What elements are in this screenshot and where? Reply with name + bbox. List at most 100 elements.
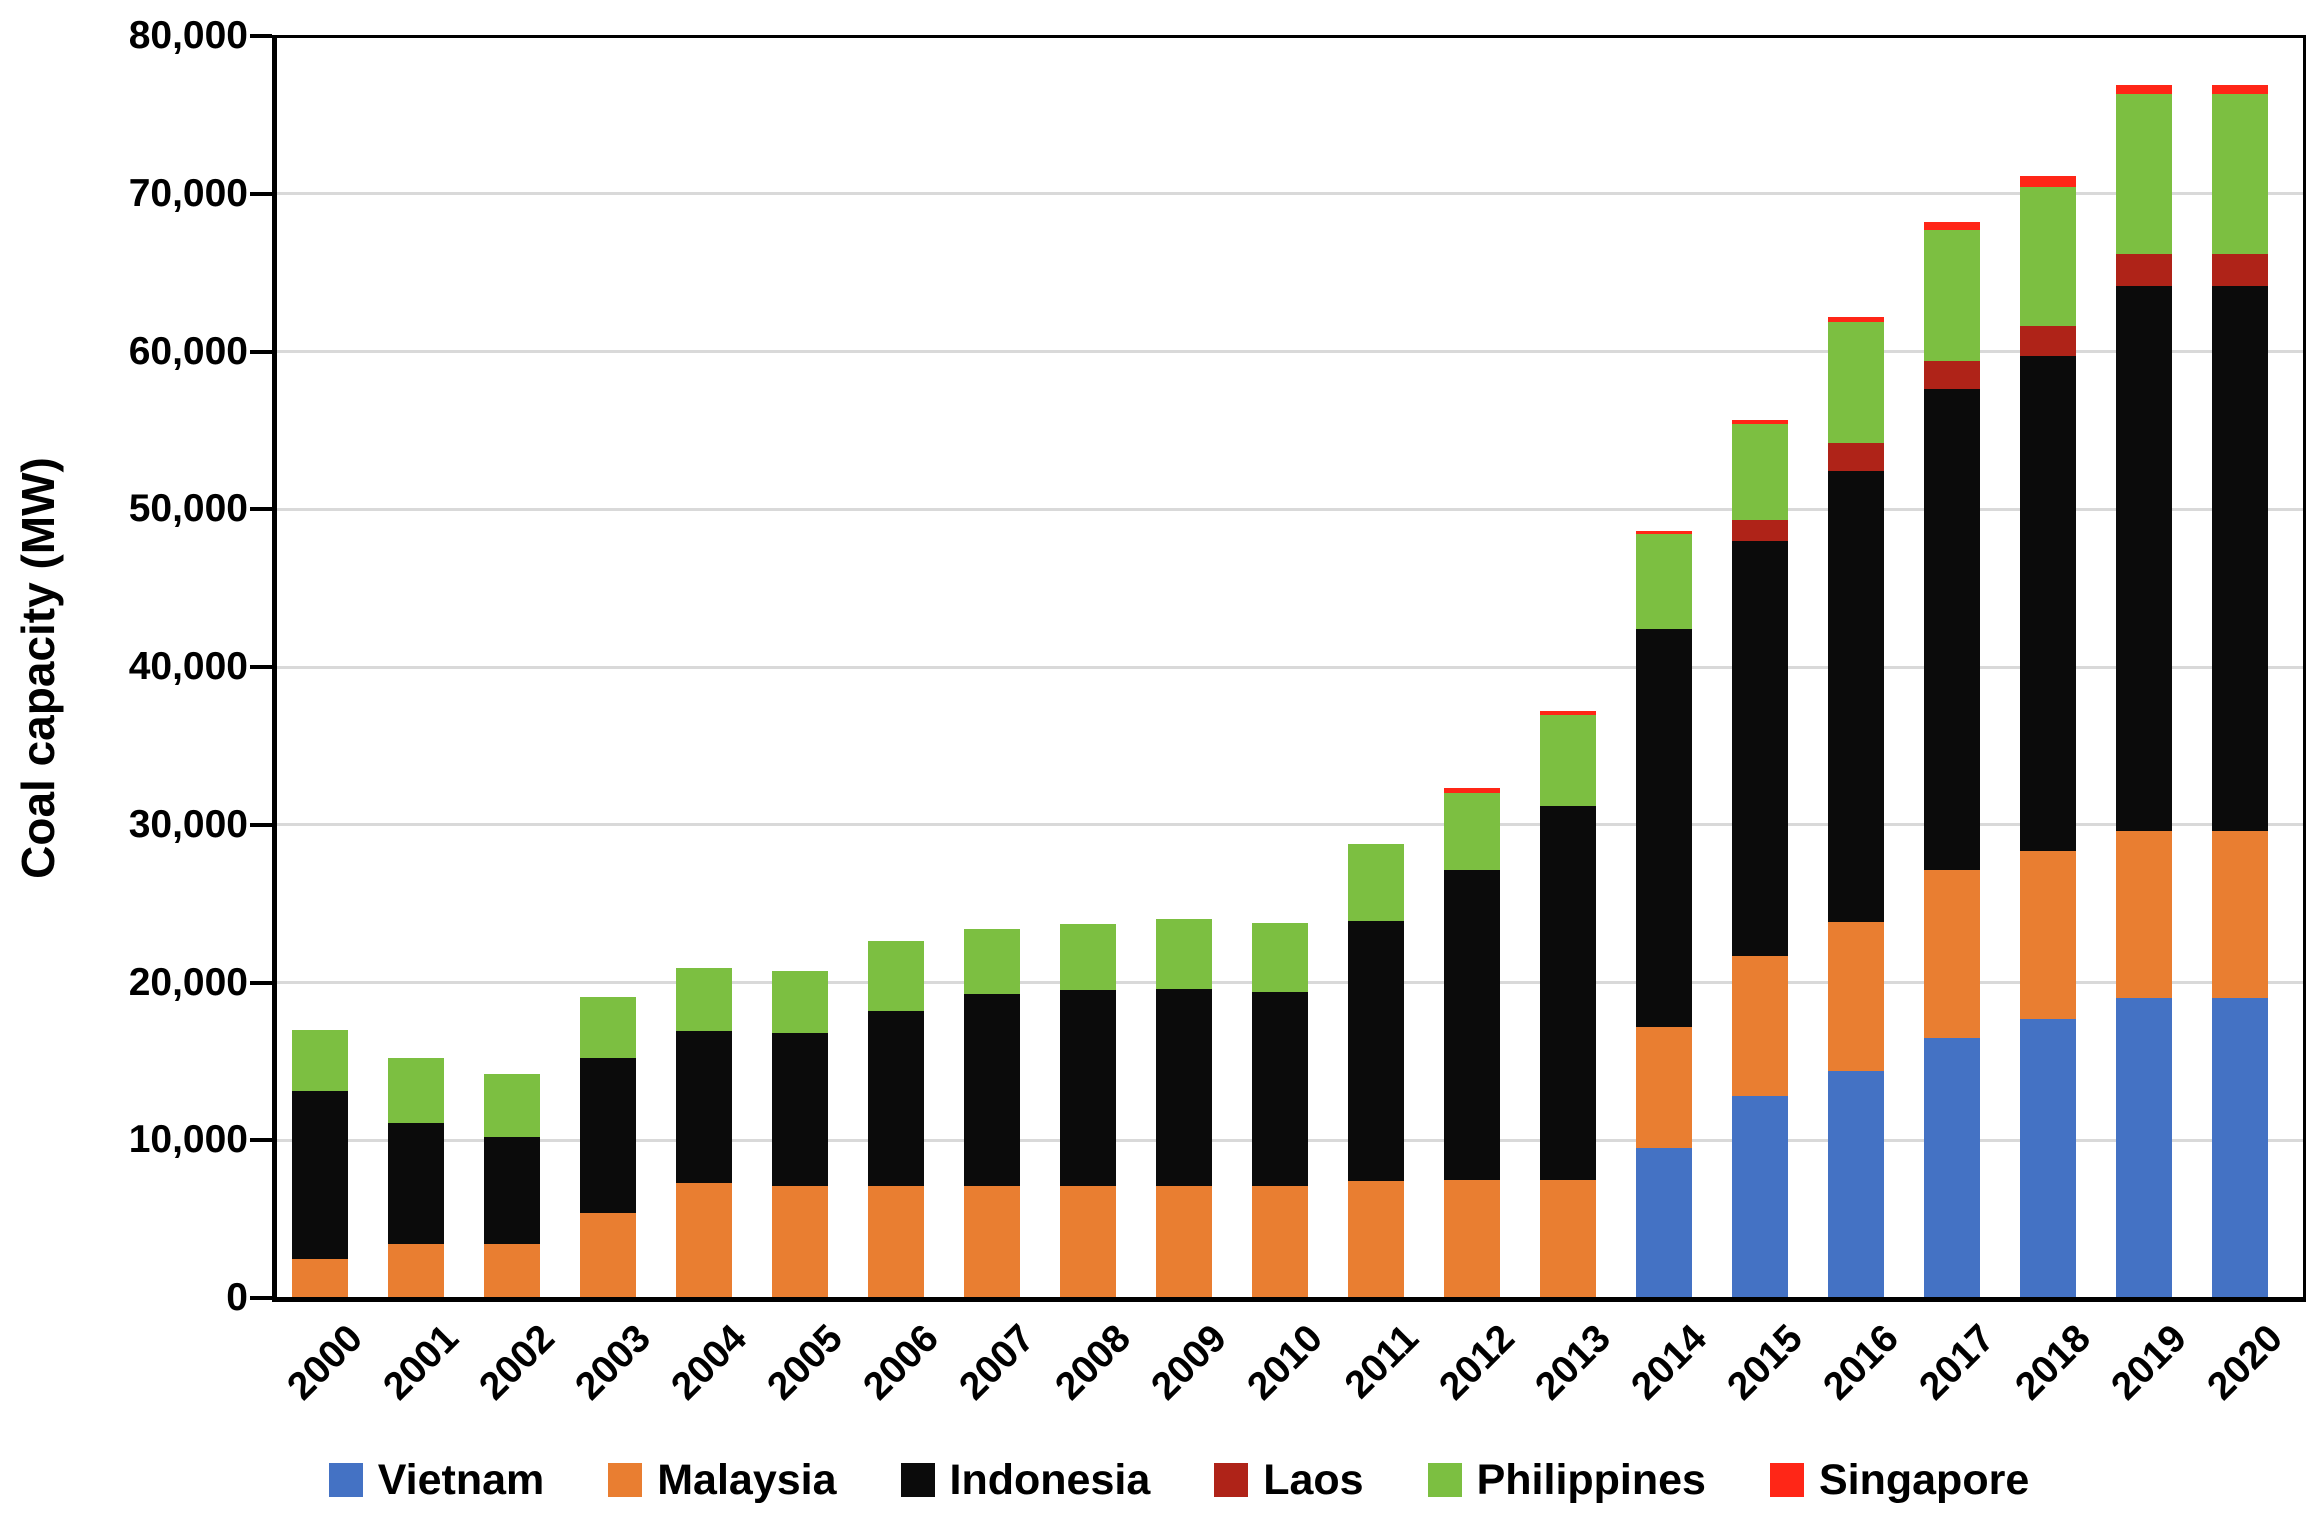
y-tick-0 [250,1296,272,1300]
bar-segment-malaysia-2018 [2020,850,2076,1019]
bar-segment-malaysia-2016 [1828,921,1884,1071]
y-tick-label-60000: 60,000 [128,329,248,373]
y-axis-line [272,36,277,1298]
bar-segment-malaysia-2014 [1636,1026,1692,1149]
bar-segment-indonesia-2020 [2212,286,2268,832]
y-tick-50000 [250,507,272,512]
y-tick-label-50000: 50,000 [128,487,248,531]
bar-segment-malaysia-2007 [964,1185,1020,1298]
y-tick-label-10000: 10,000 [128,1118,248,1162]
legend-item-vietnam: Vietnam [328,1455,545,1504]
bar-segment-malaysia-2005 [772,1185,828,1298]
bar-segment-philippines-2004 [676,968,732,1032]
bar-segment-indonesia-2002 [484,1137,540,1245]
bar-segment-laos-2017 [1924,360,1980,390]
legend-label-indonesia: Indonesia [949,1455,1151,1504]
bar-segment-indonesia-2008 [1060,990,1116,1186]
legend-item-indonesia: Indonesia [900,1455,1151,1504]
bar-segment-philippines-2009 [1156,919,1212,989]
bar-segment-malaysia-2011 [1348,1181,1404,1298]
bar-segment-malaysia-2003 [580,1212,636,1298]
bar-segment-malaysia-2004 [676,1182,732,1298]
bar-segment-indonesia-2001 [388,1122,444,1245]
bar-segment-vietnam-2020 [2212,998,2268,1298]
gridline-40000 [272,665,2306,669]
bar-segment-singapore-2020 [2212,84,2268,94]
bar-segment-philippines-2001 [388,1058,444,1123]
bar-segment-philippines-2013 [1540,715,1596,806]
y-tick-40000 [250,665,272,669]
bar-segment-laos-2019 [2116,254,2172,287]
legend-swatch-laos [1214,1463,1249,1497]
bar-segment-vietnam-2019 [2116,998,2172,1298]
bar-segment-malaysia-2000 [292,1258,348,1298]
legend-swatch-malaysia [608,1463,643,1497]
bar-segment-philippines-2003 [580,996,636,1059]
bar-segment-philippines-2002 [484,1073,540,1138]
bar-segment-singapore-2013 [1540,711,1596,716]
bar-segment-indonesia-2011 [1348,920,1404,1182]
bar-segment-philippines-2012 [1444,793,1500,871]
gridline-60000 [272,350,2306,353]
bar-segment-malaysia-2002 [484,1244,540,1298]
bar-segment-indonesia-2017 [1924,389,1980,871]
legend: Vietnam Malaysia Indonesia Laos Philippines S… [0,1448,2322,1512]
bar-segment-singapore-2017 [1924,222,1980,231]
y-tick-60000 [250,349,272,354]
bar-segment-laos-2015 [1732,520,1788,541]
bar-segment-singapore-2018 [2020,176,2076,188]
bar-segment-laos-2016 [1828,442,1884,472]
bar-segment-singapore-2012 [1444,788,1500,794]
bar-segment-philippines-2000 [292,1029,348,1092]
legend-item-malaysia: Malaysia [608,1455,837,1504]
bar-segment-laos-2020 [2212,254,2268,287]
bar-segment-indonesia-2010 [1252,991,1308,1186]
legend-item-singapore: Singapore [1769,1455,2030,1504]
bar-segment-indonesia-2009 [1156,988,1212,1186]
legend-swatch-singapore [1769,1463,1804,1497]
bar-segment-indonesia-2005 [772,1032,828,1186]
bar-segment-malaysia-2015 [1732,955,1788,1097]
bar-segment-philippines-2016 [1828,321,1884,443]
y-tick-10000 [250,1138,272,1143]
bar-segment-indonesia-2013 [1540,805,1596,1180]
legend-item-philippines: Philippines [1427,1458,1706,1502]
gridline-50000 [272,507,2306,511]
gridline-70000 [272,192,2306,196]
bar-segment-indonesia-2004 [676,1031,732,1183]
bar-segment-malaysia-2009 [1156,1185,1212,1298]
y-tick-label-40000: 40,000 [128,645,248,688]
bar-segment-philippines-2017 [1924,230,1980,361]
bar-segment-indonesia-2016 [1828,471,1884,922]
y-tick-label-20000: 20,000 [128,960,248,1004]
bar-segment-malaysia-2013 [1540,1179,1596,1298]
bar-segment-philippines-2015 [1732,424,1788,521]
y-tick-label-30000: 30,000 [128,802,248,846]
bar-segment-vietnam-2014 [1636,1148,1692,1298]
bar-segment-singapore-2014 [1636,530,1692,534]
legend-label-singapore: Singapore [1818,1455,2030,1504]
bar-segment-indonesia-2000 [292,1091,348,1259]
y-tick-label-0: 0 [226,1276,248,1319]
bar-segment-philippines-2007 [964,928,1020,994]
bar-segment-indonesia-2012 [1444,870,1500,1180]
y-tick-80000 [250,34,272,38]
bar-segment-indonesia-2014 [1636,629,1692,1027]
bar-segment-indonesia-2019 [2116,286,2172,832]
bar-segment-philippines-2008 [1060,924,1116,991]
legend-swatch-indonesia [900,1463,935,1497]
legend-label-vietnam: Vietnam [377,1455,545,1504]
y-tick-label-70000: 70,000 [128,171,248,215]
bar-segment-philippines-2014 [1636,533,1692,630]
bar-segment-malaysia-2001 [388,1244,444,1298]
legend-label-malaysia: Malaysia [657,1455,837,1504]
bar-segment-indonesia-2018 [2020,356,2076,851]
x-axis-line [272,1297,2306,1302]
y-tick-30000 [250,822,272,827]
plot-border-top [272,35,2306,38]
bar-segment-malaysia-2008 [1060,1185,1116,1298]
bar-segment-malaysia-2017 [1924,870,1980,1038]
bar-segment-philippines-2020 [2212,93,2268,255]
